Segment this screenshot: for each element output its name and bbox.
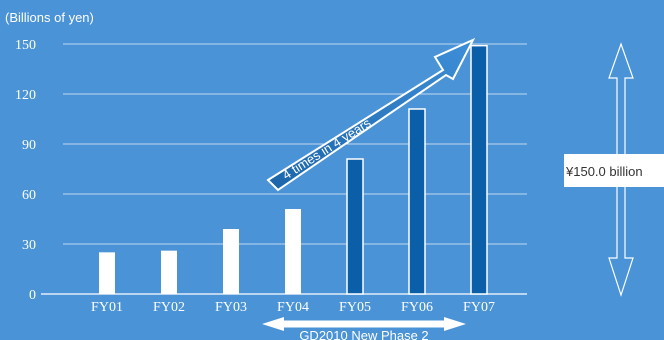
bar-fy05 <box>346 158 364 295</box>
x-tick-label: FY07 <box>463 300 495 315</box>
unit-label: (Billions of yen) <box>5 10 94 25</box>
total-range-arrow: ¥150.0 billion <box>564 42 664 297</box>
y-tick-label: 150 <box>15 38 36 53</box>
total-label: ¥150.0 billion <box>565 164 643 179</box>
total-range-arrow-shape <box>608 42 634 297</box>
bar-fy06 <box>408 108 426 295</box>
bar-fy07 <box>470 44 488 295</box>
y-tick-label: 90 <box>22 138 36 153</box>
y-tick-label: 0 <box>29 288 36 303</box>
bar-fy03 <box>223 229 239 294</box>
x-tick-label: FY06 <box>401 300 433 315</box>
range-arrow-shape <box>262 317 466 331</box>
x-tick-label: FY01 <box>91 300 123 315</box>
bars <box>99 44 488 295</box>
gridlines <box>41 43 527 295</box>
range-arrow: GD2010 New Phase 2 <box>262 317 466 340</box>
x-tick-label: FY05 <box>339 300 371 315</box>
x-axis-ticks: FY01 FY02 FY03 FY04 FY05 FY06 FY07 <box>91 300 495 315</box>
bar-fy04 <box>285 209 301 294</box>
y-tick-label: 120 <box>15 88 36 103</box>
range-arrow-label: GD2010 New Phase 2 <box>299 328 428 340</box>
x-tick-label: FY04 <box>277 300 309 315</box>
y-tick-label: 60 <box>22 188 36 203</box>
x-tick-label: FY03 <box>215 300 247 315</box>
bar-fy01 <box>99 252 115 294</box>
y-tick-label: 30 <box>22 238 36 253</box>
x-tick-label: FY02 <box>153 300 185 315</box>
total-label-box <box>564 154 664 187</box>
growth-arrow: 4 times in 4 years <box>266 37 476 192</box>
growth-arrow-shape <box>266 37 476 192</box>
y-axis-ticks: 0 30 60 90 120 150 <box>15 38 36 303</box>
bar-fy02 <box>161 250 177 294</box>
